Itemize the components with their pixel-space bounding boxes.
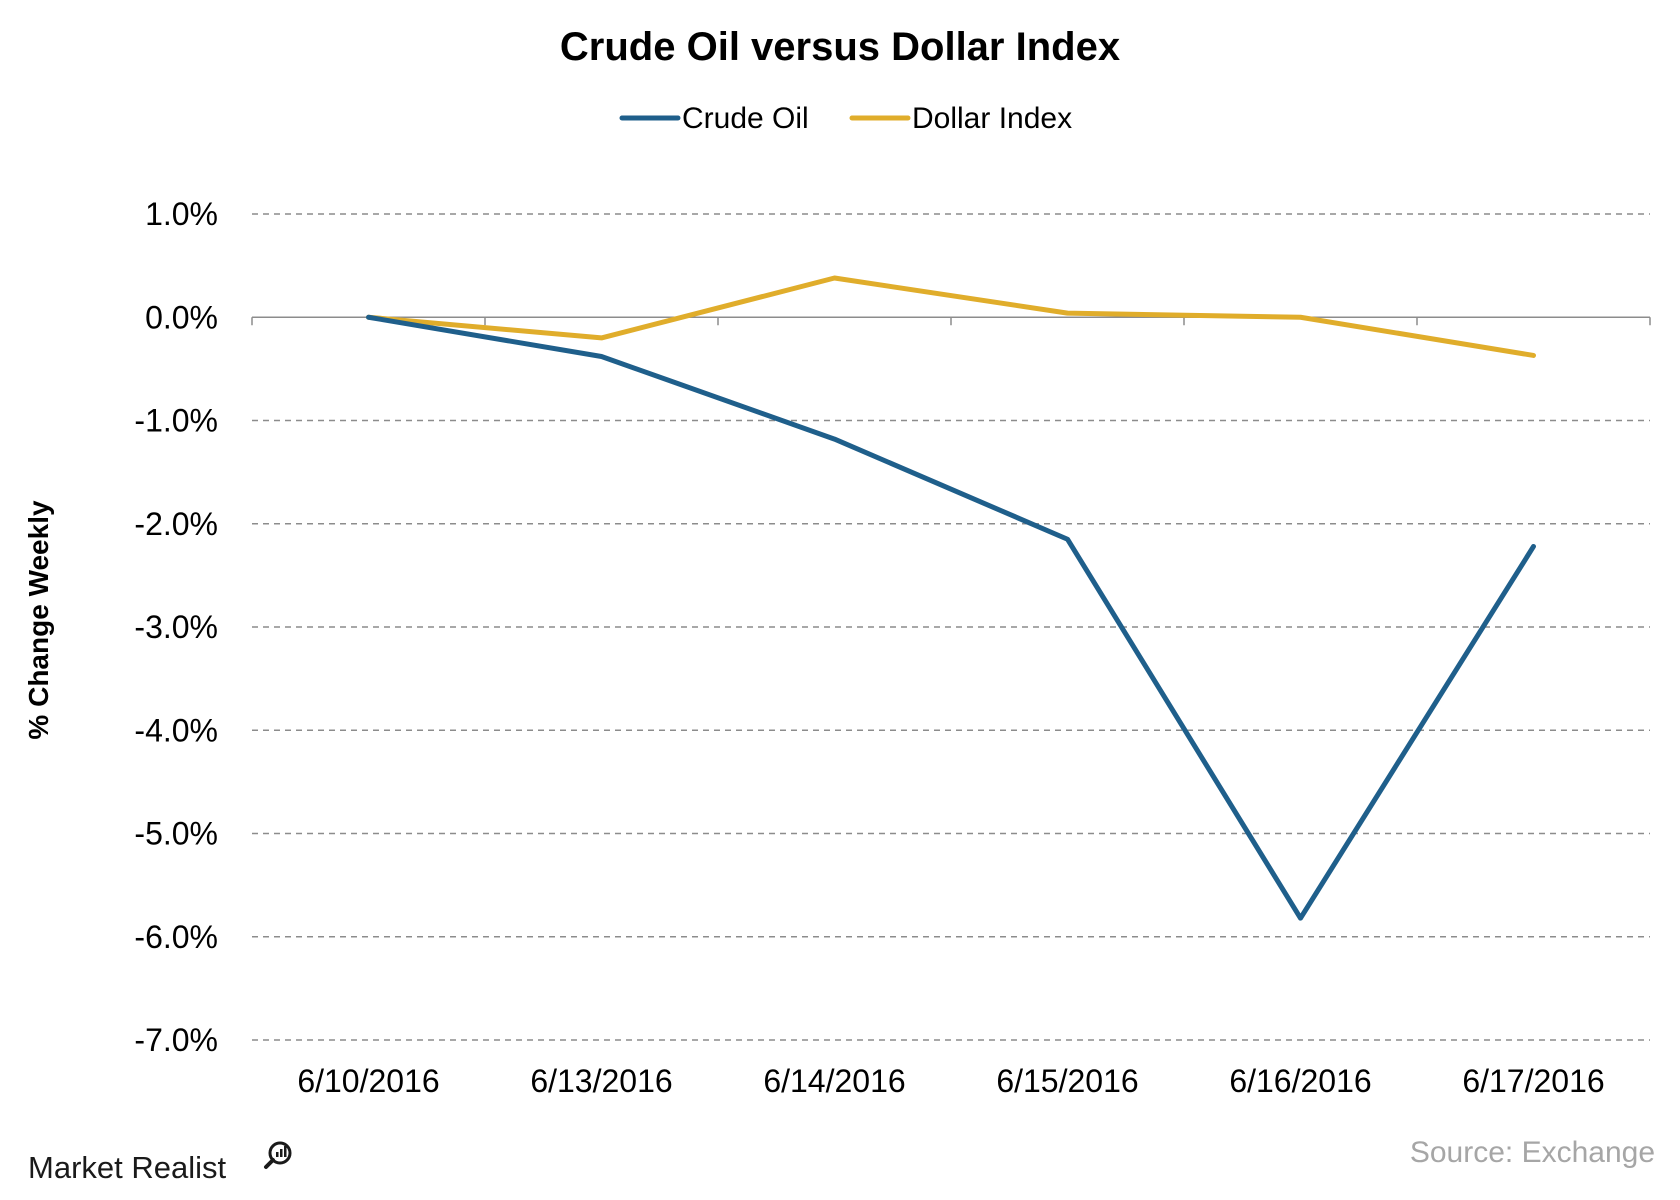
y-tick-label: -7.0% xyxy=(134,1022,218,1058)
legend-label: Dollar Index xyxy=(912,102,1072,135)
x-tick-label: 6/17/2016 xyxy=(1462,1063,1604,1099)
legend: Crude Oil Dollar Index xyxy=(619,102,1072,135)
legend-label: Crude Oil xyxy=(682,102,809,135)
y-tick-labels: 1.0% 0.0% -1.0% -2.0% -3.0% -4.0% -5.0% -6.0% -7… xyxy=(134,196,218,1058)
brand-logo: Market Realist xyxy=(28,1141,292,1185)
y-tick-label: -4.0% xyxy=(134,712,218,748)
series-line-crude-oil xyxy=(366,314,1536,921)
x-tick-label: 6/15/2016 xyxy=(996,1063,1138,1099)
x-tick-label: 6/13/2016 xyxy=(530,1063,672,1099)
x-tick-label: 6/14/2016 xyxy=(763,1063,905,1099)
chart-title: Crude Oil versus Dollar Index xyxy=(560,25,1120,69)
y-tick-label: -1.0% xyxy=(134,403,218,439)
x-tick-labels: 6/10/2016 6/13/2016 6/14/2016 6/15/2016 6/16… xyxy=(297,1063,1604,1099)
series-line-dollar-index xyxy=(366,275,1536,358)
brand-name: Market Realist xyxy=(28,1150,226,1185)
gridlines xyxy=(252,213,1650,1041)
x-tick-label: 6/10/2016 xyxy=(297,1063,439,1099)
x-tick-label: 6/16/2016 xyxy=(1229,1063,1371,1099)
y-tick-label: 0.0% xyxy=(145,299,218,335)
magnifier-chart-icon xyxy=(264,1141,292,1169)
axes xyxy=(251,316,1651,326)
source-note: Source: Exchange xyxy=(1410,1136,1655,1169)
y-tick-label: -5.0% xyxy=(134,816,218,852)
y-tick-label: -2.0% xyxy=(134,506,218,542)
y-tick-label: 1.0% xyxy=(145,196,218,232)
y-tick-label: -6.0% xyxy=(134,919,218,955)
y-tick-label: -3.0% xyxy=(134,609,218,645)
y-axis-label: % Change Weekly xyxy=(23,500,54,740)
series-lines xyxy=(366,275,1536,921)
